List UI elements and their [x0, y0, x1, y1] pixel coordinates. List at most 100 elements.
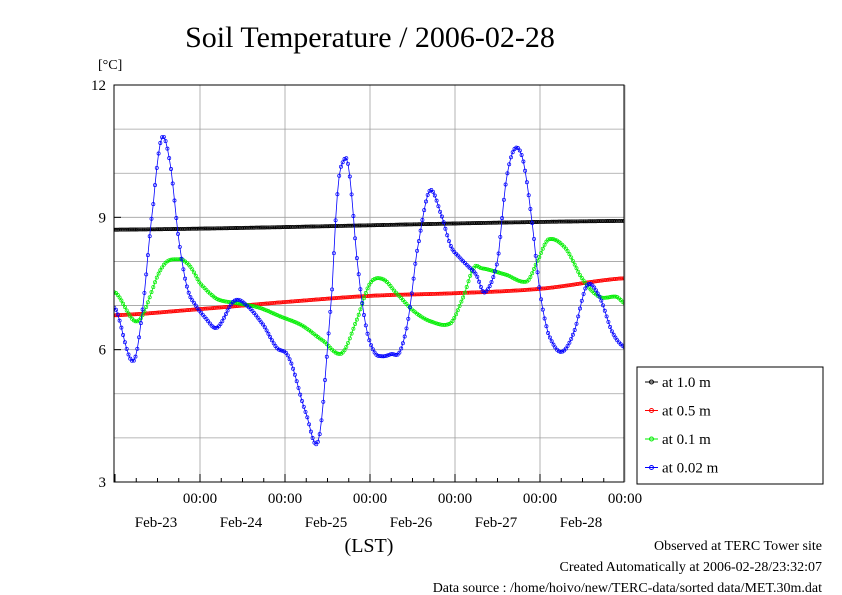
series-point	[192, 270, 196, 275]
series-point	[158, 310, 163, 315]
series-point	[121, 312, 126, 317]
series-point	[289, 361, 294, 366]
legend-label: at 0.1 m	[662, 432, 711, 448]
series-point	[556, 284, 561, 289]
series-point	[560, 219, 565, 224]
series-point	[35, 314, 38, 317]
series-point	[565, 219, 570, 224]
series-point	[47, 314, 50, 317]
series-point	[151, 285, 156, 290]
series-point	[551, 237, 556, 242]
series-point	[516, 278, 520, 283]
series-point	[296, 385, 301, 390]
series-point	[44, 291, 47, 294]
series-point	[388, 352, 393, 357]
series-point	[67, 306, 70, 309]
series-point	[601, 219, 605, 224]
series-point	[487, 284, 492, 289]
series-point	[549, 339, 554, 344]
series-point	[613, 294, 618, 299]
series-point	[494, 270, 499, 274]
series-point	[581, 291, 586, 296]
series-point	[133, 354, 138, 359]
series-point	[622, 345, 624, 349]
series-point	[372, 276, 377, 281]
series-point	[376, 353, 381, 358]
series-point	[213, 326, 218, 330]
series-point	[480, 266, 485, 271]
series-point	[51, 314, 54, 317]
series-point	[608, 277, 613, 282]
series-point	[220, 298, 225, 303]
series-point	[183, 276, 188, 281]
series-point	[333, 218, 338, 223]
series-point	[232, 298, 237, 303]
series-point	[356, 312, 361, 317]
series-point	[367, 282, 372, 287]
series-point	[292, 372, 297, 377]
series-point	[549, 237, 554, 241]
series-point	[622, 218, 624, 223]
series-point	[432, 221, 437, 226]
series-point	[107, 306, 110, 309]
series-point	[45, 306, 48, 309]
series-point	[47, 291, 50, 294]
series-point	[390, 292, 395, 297]
series-point	[544, 324, 549, 329]
series-point	[418, 292, 423, 297]
series-point	[93, 228, 96, 231]
series-point	[84, 228, 87, 231]
series-point	[450, 319, 455, 323]
series-point	[576, 314, 581, 319]
series-point	[436, 322, 441, 326]
series-point	[130, 358, 134, 363]
series-point	[238, 225, 242, 230]
series-point	[445, 221, 450, 226]
x-ticks: 00:00Feb-2300:00Feb-2400:00Feb-2500:00Fe…	[114, 474, 642, 531]
series-point	[72, 314, 75, 317]
series-point	[33, 314, 36, 317]
series-point	[613, 218, 618, 223]
series-point	[528, 287, 533, 292]
series-point	[91, 291, 94, 294]
series-point	[429, 319, 434, 324]
series-point	[608, 325, 613, 329]
series-point	[31, 228, 34, 231]
series-point	[454, 312, 459, 317]
series-point	[280, 225, 285, 230]
series-point	[250, 304, 255, 308]
series-point	[517, 148, 522, 153]
series-point	[443, 291, 448, 296]
series-point	[317, 224, 322, 229]
series-point	[104, 314, 107, 317]
series-point	[225, 299, 230, 304]
series-point	[95, 228, 98, 231]
series-point	[135, 346, 140, 351]
series-point	[144, 305, 149, 309]
series-point	[328, 224, 333, 229]
series-point	[61, 306, 64, 309]
series-point	[418, 228, 423, 233]
series-point	[149, 216, 154, 221]
series-point	[165, 309, 170, 314]
legend-marker	[649, 465, 654, 470]
series-point	[434, 321, 439, 326]
x-tick-time: 00:00	[438, 491, 472, 507]
series-point	[68, 306, 71, 309]
series-point	[606, 319, 611, 324]
footer-source: Data source : /home/hoivo/new/TERC-data/…	[433, 581, 822, 595]
series-point	[79, 228, 82, 231]
series-point	[390, 352, 395, 356]
series-point	[347, 174, 352, 179]
series-point	[138, 321, 143, 326]
series-point	[346, 161, 350, 166]
series-point	[569, 255, 574, 260]
series-point	[254, 304, 258, 309]
series-point	[262, 325, 267, 330]
series-point	[475, 290, 480, 295]
series-point	[365, 331, 370, 336]
series-point	[340, 223, 345, 228]
series-point	[526, 193, 531, 198]
series-point	[188, 226, 193, 231]
series-point	[188, 264, 193, 269]
